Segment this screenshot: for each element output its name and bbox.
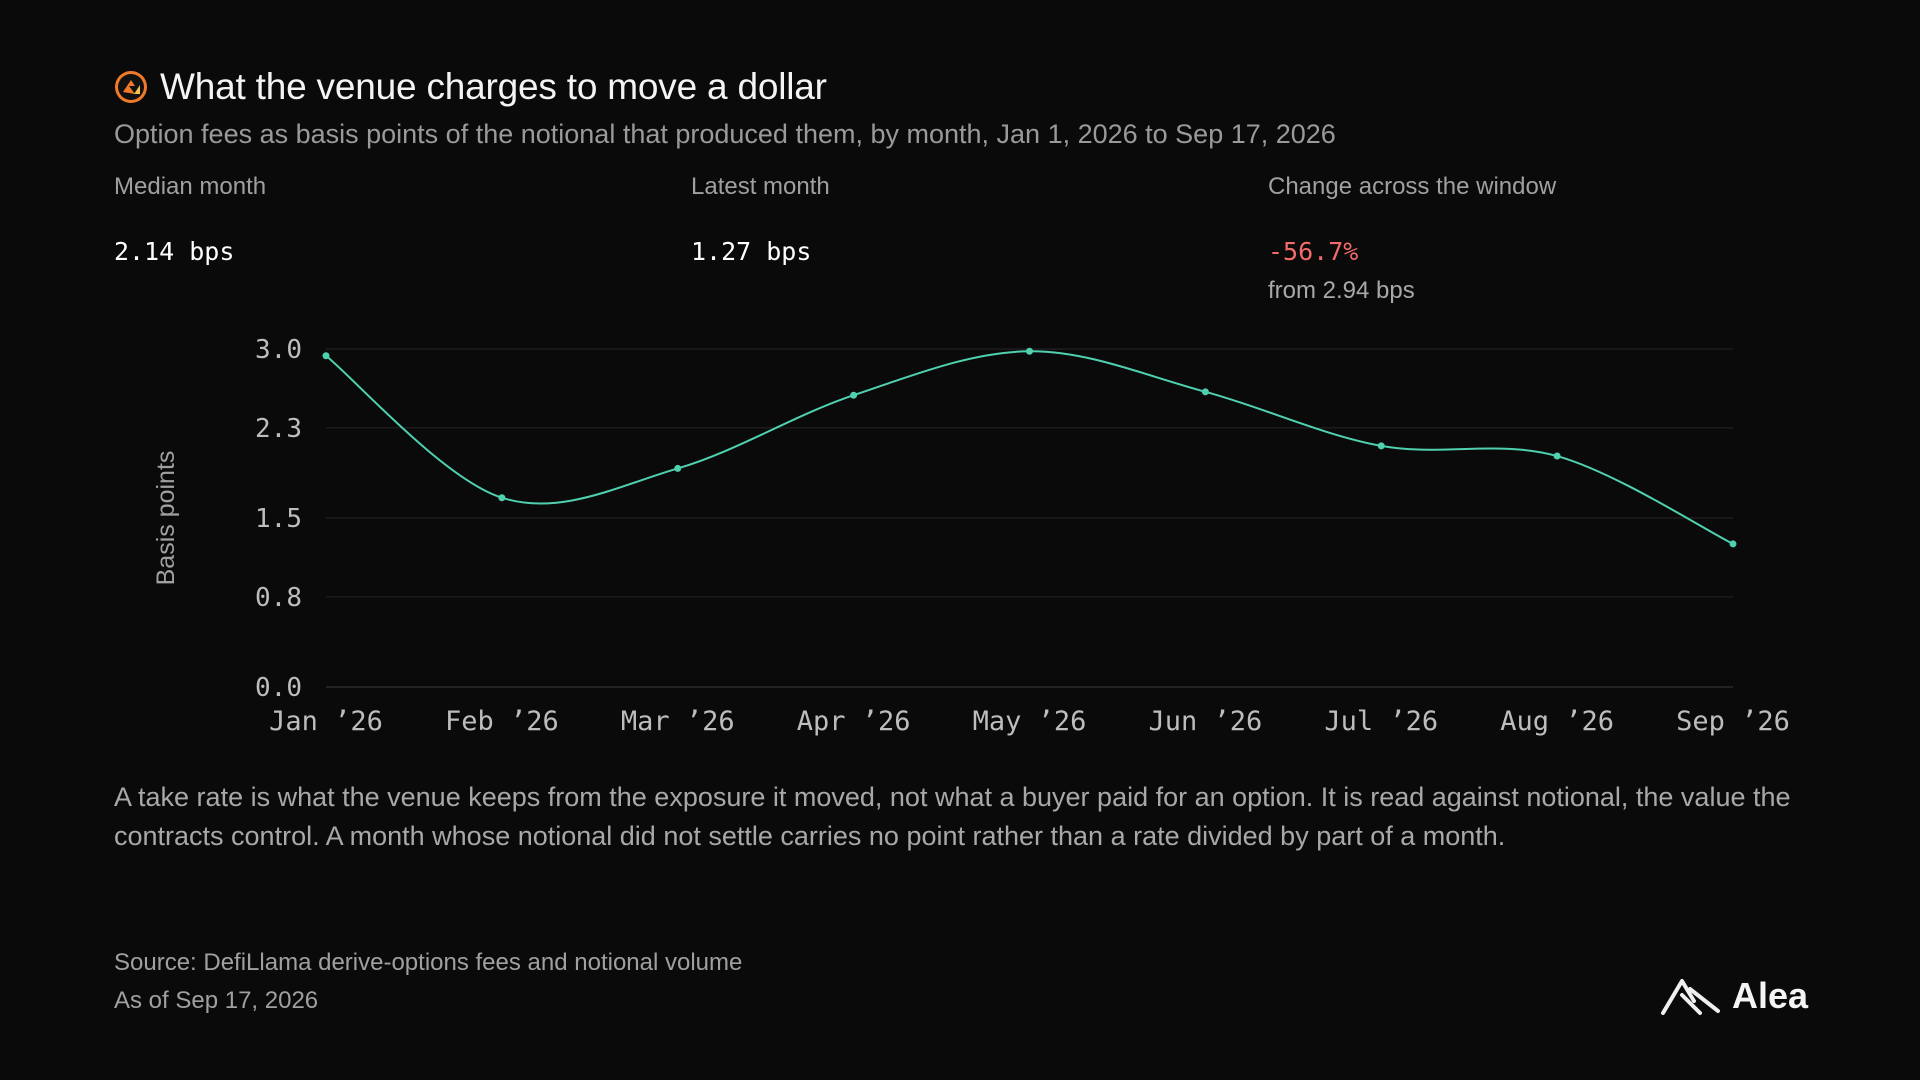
title-row: What the venue charges to move a dollar xyxy=(114,66,827,108)
x-tick-label: Mar ’26 xyxy=(621,706,735,737)
page-subtitle: Option fees as basis points of the notio… xyxy=(114,119,1336,149)
line-chart: 0.0 0.8 1.5 2.3 3.0 Jan ’26 Feb ’26 Mar ’26 Apr … xyxy=(152,335,1790,737)
data-point xyxy=(1201,388,1209,396)
data-point xyxy=(1553,452,1561,460)
stat-latest-month: Latest month 1.27 bps xyxy=(691,173,830,266)
y-axis-label: Basis points xyxy=(152,451,180,586)
x-tick-label: Jan ’26 xyxy=(269,706,383,737)
as-of-line: As of Sep 17, 2026 xyxy=(114,987,319,1014)
source-line: Source: DefiLlama derive-options fees an… xyxy=(114,949,743,976)
stat-label: Change across the window xyxy=(1268,173,1557,200)
data-point xyxy=(1377,442,1385,450)
x-tick-label: Sep ’26 xyxy=(1676,706,1790,737)
stat-median-month: Median month 2.14 bps xyxy=(114,173,267,266)
x-tick-label: Apr ’26 xyxy=(797,706,911,737)
data-point xyxy=(1026,347,1033,355)
alea-logo-icon xyxy=(1661,979,1720,1015)
y-tick-label: 1.5 xyxy=(255,504,302,534)
y-tick-label: 0.0 xyxy=(255,673,302,703)
stat-label: Median month xyxy=(114,173,267,200)
x-tick-label: Jul ’26 xyxy=(1324,706,1438,737)
page-title: What the venue charges to move a dollar xyxy=(160,66,827,107)
stat-value: 1.27 bps xyxy=(691,237,812,266)
x-tick-label: May ’26 xyxy=(973,706,1087,737)
chart-note: A take rate is what the venue keeps from… xyxy=(114,782,1791,851)
data-point xyxy=(498,494,506,502)
stat-sub: from 2.94 bps xyxy=(1268,277,1415,304)
series-line xyxy=(325,350,1734,545)
brand-name: Alea xyxy=(1732,975,1809,1016)
stat-value: 2.14 bps xyxy=(114,237,235,266)
data-point xyxy=(1729,540,1737,548)
venue-logo-icon xyxy=(115,71,147,103)
stat-change-window: Change across the window -56.7% from 2.9… xyxy=(1268,173,1557,304)
y-tick-label: 2.3 xyxy=(255,414,302,444)
data-point xyxy=(850,391,858,399)
brand: Alea xyxy=(1660,975,1808,1017)
stat-value: -56.7% xyxy=(1268,237,1359,266)
data-point xyxy=(322,352,330,360)
y-tick-label: 0.8 xyxy=(255,583,302,613)
stat-label: Latest month xyxy=(691,173,830,200)
x-tick-label: Feb ’26 xyxy=(445,706,559,737)
chart-header: What the venue charges to move a dollar xyxy=(114,66,827,108)
x-tick-label: Aug ’26 xyxy=(1500,706,1614,737)
x-tick-label: Jun ’26 xyxy=(1148,706,1262,737)
data-point xyxy=(674,464,682,472)
source-block: Source: DefiLlama derive-options fees an… xyxy=(114,944,742,1020)
y-tick-label: 3.0 xyxy=(255,335,302,365)
